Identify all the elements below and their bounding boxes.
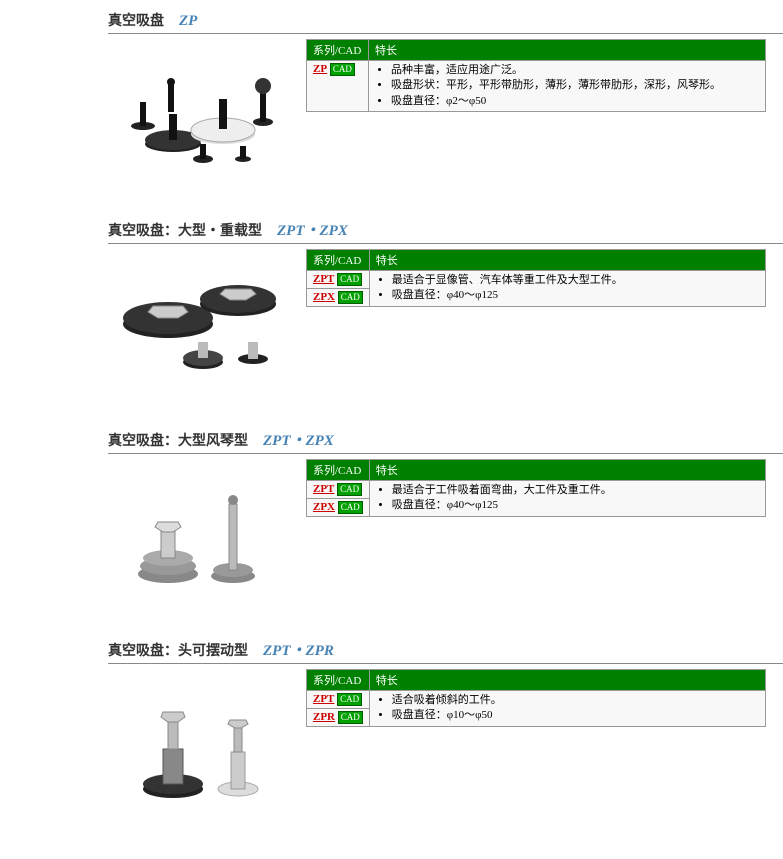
col-features-header: 特长 — [369, 40, 766, 61]
series-link[interactable]: ZPX — [313, 291, 335, 303]
feature-list: 品种丰富，适应用途广泛。 吸盘形状：平形，平形带肋形，薄形，薄形带肋形，深形，风… — [375, 63, 759, 109]
col-features-header: 特长 — [369, 250, 765, 271]
cad-badge[interactable]: CAD — [338, 501, 363, 514]
bellows-pad-icon — [113, 464, 293, 594]
table-row: ZPT CAD 适合吸着倾斜的工件。 吸盘直径：φ10～φ50 — [307, 691, 766, 709]
feature-list: 最适合于工件吸着面弯曲，大工件及重工件。 吸盘直径：φ40～φ125 — [376, 483, 759, 514]
series-link[interactable]: ZPT — [313, 273, 334, 285]
section-title-code: ZPT・ZPX — [277, 223, 348, 239]
spec-table: 系列/CAD 特长 ZPT CAD 适合吸着倾斜的工件。 吸盘直径：φ10～φ5… — [306, 669, 766, 727]
section-title-cn: 真空吸盘：头可摆动型 — [108, 644, 248, 659]
section-title-code: ZPT・ZPR — [263, 643, 334, 659]
feature-item: 吸盘直径：φ40～φ125 — [392, 498, 759, 513]
spec-table: 系列/CAD 特长 ZP CAD 品种丰富，适应用途广泛。 吸盘形状：平形，平形… — [306, 39, 766, 112]
product-image — [108, 39, 298, 179]
cad-badge[interactable]: CAD — [337, 483, 362, 496]
product-image — [108, 249, 298, 389]
feature-item: 吸盘直径：φ2～φ50 — [391, 94, 759, 109]
table-row: ZPT CAD 最适合于显像管、汽车体等重工件及大型工件。 吸盘直径：φ40～φ… — [307, 271, 766, 289]
col-series-header: 系列/CAD — [307, 40, 369, 61]
spec-table: 系列/CAD 特长 ZPT CAD 最适合于工件吸着面弯曲，大工件及重工件。 吸… — [306, 459, 766, 517]
col-features-header: 特长 — [369, 670, 765, 691]
cad-badge[interactable]: CAD — [330, 63, 355, 76]
vacuum-pad-assortment-icon — [113, 44, 293, 174]
series-link[interactable]: ZPT — [313, 693, 334, 705]
series-link[interactable]: ZPT — [313, 483, 334, 495]
feature-item: 最适合于显像管、汽车体等重工件及大型工件。 — [392, 273, 759, 288]
feature-item: 适合吸着倾斜的工件。 — [392, 693, 759, 708]
cad-badge[interactable]: CAD — [338, 711, 363, 724]
product-image — [108, 459, 298, 599]
spec-table: 系列/CAD 特长 ZPT CAD 最适合于显像管、汽车体等重工件及大型工件。 … — [306, 249, 766, 307]
feature-list: 适合吸着倾斜的工件。 吸盘直径：φ10～φ50 — [376, 693, 759, 724]
cad-badge[interactable]: CAD — [337, 693, 362, 706]
series-link[interactable]: ZP — [313, 63, 327, 75]
large-pad-icon — [113, 254, 293, 384]
product-section: 真空吸盘：头可摆动型 ZPT・ZPR 系列/CAD 特长 — [0, 639, 783, 809]
col-series-header: 系列/CAD — [307, 670, 370, 691]
section-title-code: ZPT・ZPX — [263, 433, 334, 449]
section-title-row: 真空吸盘：头可摆动型 ZPT・ZPR — [108, 639, 783, 664]
section-title-row: 真空吸盘 ZP — [108, 10, 783, 34]
section-title-code: ZP — [179, 13, 197, 29]
section-title-cn: 真空吸盘 — [108, 14, 164, 29]
col-features-header: 特长 — [369, 460, 765, 481]
product-section: 真空吸盘：大型风琴型 ZPT・ZPX 系列/CAD 特长 — [0, 429, 783, 599]
cad-badge[interactable]: CAD — [337, 273, 362, 286]
product-image — [108, 669, 298, 809]
series-link[interactable]: ZPR — [313, 711, 335, 723]
swivel-pad-icon — [113, 674, 293, 804]
product-section: 真空吸盘 ZP 系列/CAD 特长 — [0, 10, 783, 179]
feature-item: 吸盘直径：φ10～φ50 — [392, 708, 759, 723]
feature-item: 吸盘直径：φ40～φ125 — [392, 288, 759, 303]
feature-list: 最适合于显像管、汽车体等重工件及大型工件。 吸盘直径：φ40～φ125 — [376, 273, 759, 304]
col-series-header: 系列/CAD — [307, 250, 370, 271]
section-title-row: 真空吸盘：大型・重载型 ZPT・ZPX — [108, 219, 783, 244]
series-link[interactable]: ZPX — [313, 501, 335, 513]
table-row: ZPT CAD 最适合于工件吸着面弯曲，大工件及重工件。 吸盘直径：φ40～φ1… — [307, 481, 766, 499]
cad-badge[interactable]: CAD — [338, 291, 363, 304]
feature-item: 品种丰富，适应用途广泛。 — [391, 63, 759, 78]
section-title-cn: 真空吸盘：大型风琴型 — [108, 434, 248, 449]
col-series-header: 系列/CAD — [307, 460, 370, 481]
table-row: ZP CAD 品种丰富，适应用途广泛。 吸盘形状：平形，平形带肋形，薄形，薄形带… — [307, 61, 766, 112]
product-section: 真空吸盘：大型・重载型 ZPT・ZPX 系列/CAD — [0, 219, 783, 389]
feature-item: 最适合于工件吸着面弯曲，大工件及重工件。 — [392, 483, 759, 498]
section-title-cn: 真空吸盘：大型・重载型 — [108, 224, 262, 239]
feature-item: 吸盘形状：平形，平形带肋形，薄形，薄形带肋形，深形，风琴形。 — [391, 78, 759, 93]
section-title-row: 真空吸盘：大型风琴型 ZPT・ZPX — [108, 429, 783, 454]
